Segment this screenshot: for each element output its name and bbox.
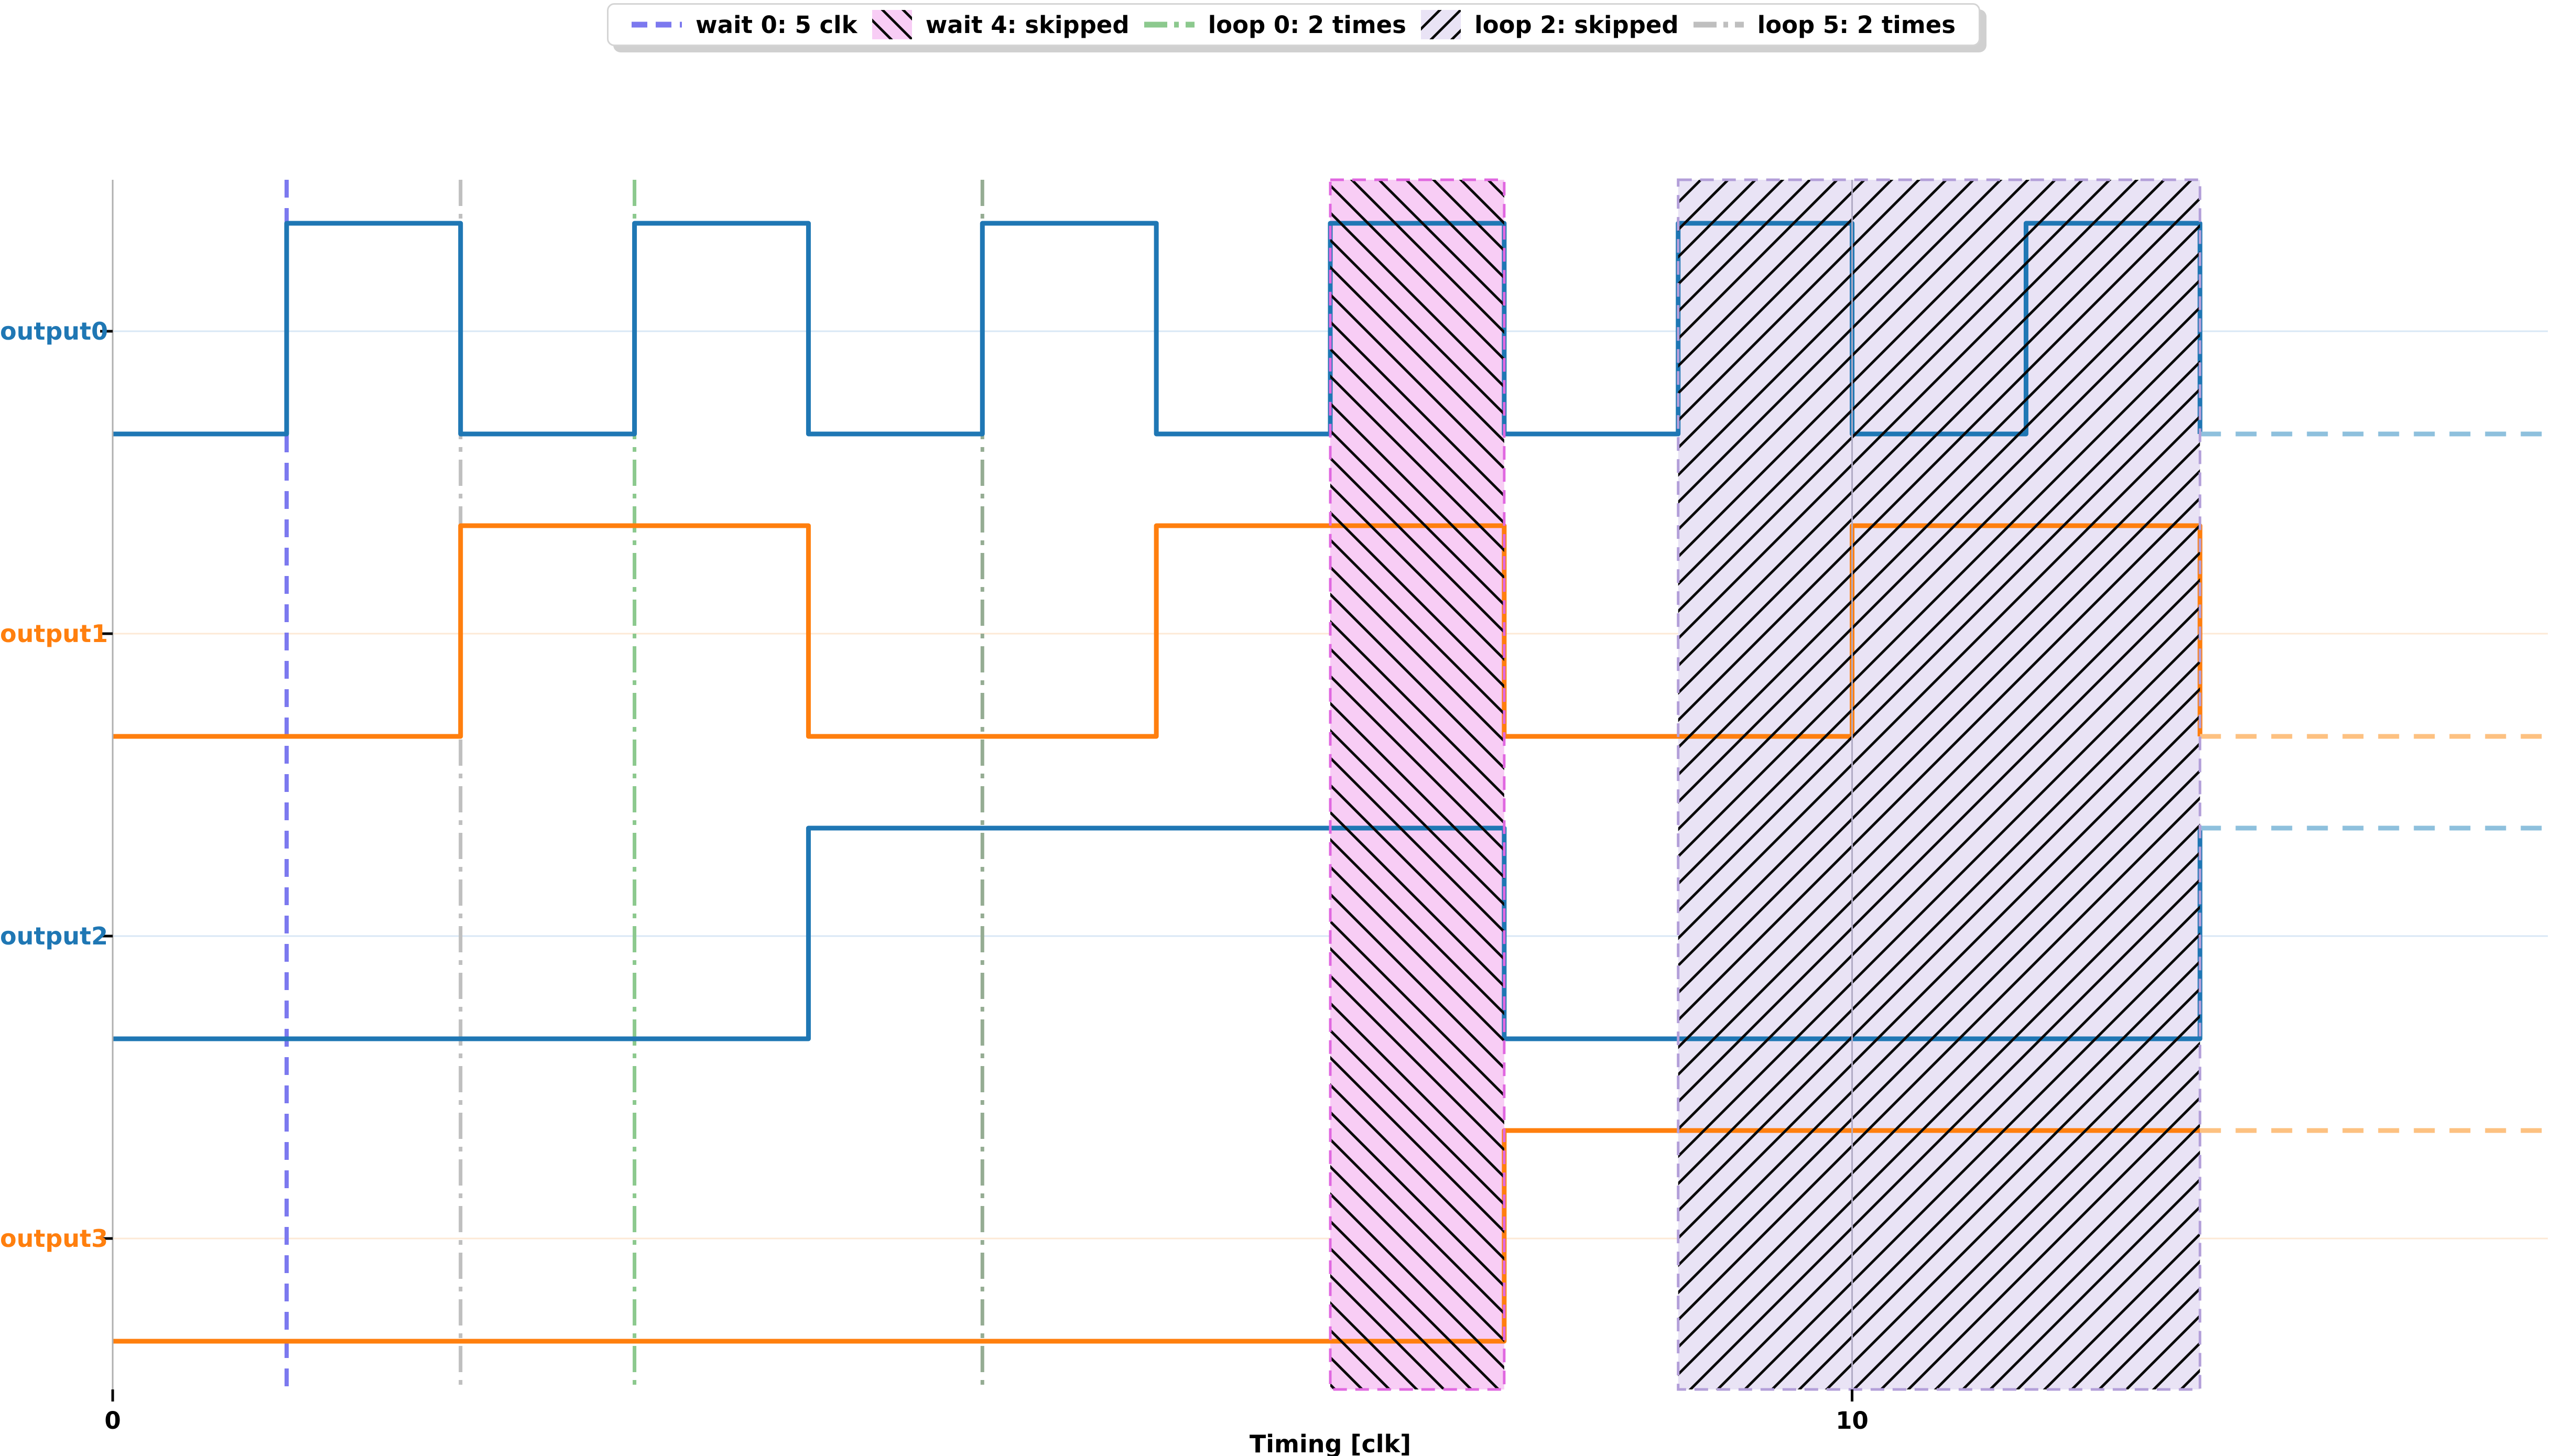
region-loop-2-skipped-border <box>1677 178 2201 1391</box>
region-wait-4-skipped-hatch <box>1330 180 1504 1389</box>
x-axis-title: Timing [clk] <box>1249 1430 1412 1456</box>
dashed-line-swatch-icon <box>632 21 682 28</box>
legend-item-label: loop 0: 2 times <box>1208 10 1406 39</box>
dashdot-line-swatch-icon <box>1144 21 1195 28</box>
y-axis-label-output0: output0 <box>0 317 108 345</box>
region-hatch-borders-layer <box>1329 178 2201 1391</box>
legend-item-loop-2: loop 2: skipped <box>1421 10 1679 39</box>
legend-item-label: wait 0: 5 clk <box>696 10 857 39</box>
x-tick-label-0: 0 <box>104 1407 121 1435</box>
legend-item-label: loop 2: skipped <box>1474 10 1679 39</box>
y-axis-label-output3: output3 <box>0 1224 108 1253</box>
y-axis-label-output2: output2 <box>0 922 108 950</box>
x-tick-label-10: 10 <box>1836 1407 1869 1435</box>
legend-item-label: wait 4: skipped <box>925 10 1130 39</box>
region-loop-2-skipped-hatch <box>1678 180 2200 1389</box>
y-axis-label-output1: output1 <box>0 620 108 648</box>
legend-item-wait-4: wait 4: skipped <box>872 10 1130 39</box>
legend-item-loop-5: loop 5: 2 times <box>1693 10 1956 39</box>
legend-item-label: loop 5: 2 times <box>1757 10 1956 39</box>
hatched-patch-swatch-icon <box>872 10 912 39</box>
hatched-patch-swatch-icon <box>1421 10 1461 39</box>
legend-item-loop-0: loop 0: 2 times <box>1144 13 1406 37</box>
region-wait-4-skipped-border <box>1329 178 1506 1391</box>
legend-item-wait-0: wait 0: 5 clk <box>632 13 857 37</box>
dashdot-line-swatch-icon <box>1693 21 1744 28</box>
axis-layer <box>100 180 1854 1401</box>
legend: wait 0: 5 clk wait 4: skipped loop 0: 2 … <box>607 3 1980 46</box>
